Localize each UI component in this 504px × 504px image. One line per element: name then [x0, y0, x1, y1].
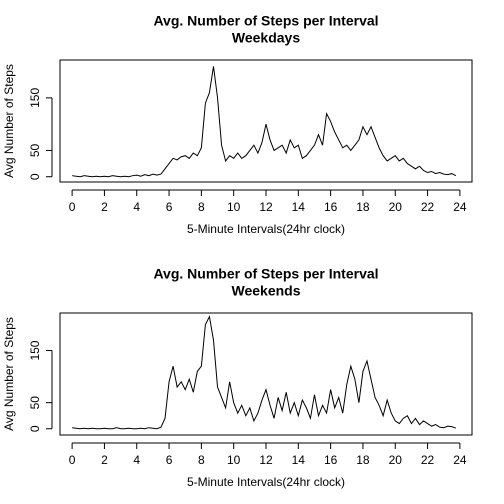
x-tick-label: 22 — [421, 200, 435, 214]
chart-subtitle: Weekdays — [232, 30, 300, 46]
x-tick-label: 0 — [69, 453, 76, 467]
x-tick-label: 14 — [292, 453, 306, 467]
x-tick-label: 6 — [166, 200, 173, 214]
x-tick-label: 10 — [227, 200, 241, 214]
x-tick-label: 14 — [292, 200, 306, 214]
x-tick-label: 4 — [133, 200, 140, 214]
x-tick-label: 8 — [198, 453, 205, 467]
x-tick-label: 0 — [69, 200, 76, 214]
x-tick-label: 2 — [101, 453, 108, 467]
y-tick-label: 0 — [28, 173, 42, 180]
x-tick-label: 12 — [259, 200, 273, 214]
x-tick-label: 2 — [101, 200, 108, 214]
x-tick-label: 6 — [166, 453, 173, 467]
x-tick-label: 20 — [389, 453, 403, 467]
x-tick-label: 12 — [259, 453, 273, 467]
x-tick-label: 8 — [198, 200, 205, 214]
x-axis-label: 5-Minute Intervals(24hr clock) — [187, 475, 345, 489]
x-tick-label: 18 — [356, 453, 370, 467]
x-tick-label: 18 — [356, 200, 370, 214]
y-axis-label: Avg Number of Steps — [2, 317, 16, 431]
y-tick-label: 150 — [28, 88, 42, 108]
y-tick-label: 50 — [28, 143, 42, 157]
x-axis-label: 5-Minute Intervals(24hr clock) — [187, 222, 345, 236]
x-tick-label: 22 — [421, 453, 435, 467]
plot-box — [59, 312, 473, 436]
y-tick-label: 0 — [28, 425, 42, 432]
y-tick-label: 50 — [28, 396, 42, 410]
x-tick-label: 24 — [453, 453, 467, 467]
x-tick-label: 16 — [324, 453, 338, 467]
x-tick-label: 10 — [227, 453, 241, 467]
x-tick-label: 16 — [324, 200, 338, 214]
line — [72, 66, 457, 178]
plot-box — [59, 59, 473, 183]
chart-title: Avg. Number of Steps per Interval — [153, 266, 378, 282]
y-axis-label: Avg Number of Steps — [2, 64, 16, 178]
y-tick-label: 150 — [28, 340, 42, 360]
chart-title: Avg. Number of Steps per Interval — [153, 13, 378, 29]
x-tick-label: 4 — [133, 453, 140, 467]
x-tick-label: 24 — [453, 200, 467, 214]
chart-subtitle: Weekends — [232, 283, 301, 299]
x-tick-label: 20 — [389, 200, 403, 214]
line — [72, 315, 457, 430]
